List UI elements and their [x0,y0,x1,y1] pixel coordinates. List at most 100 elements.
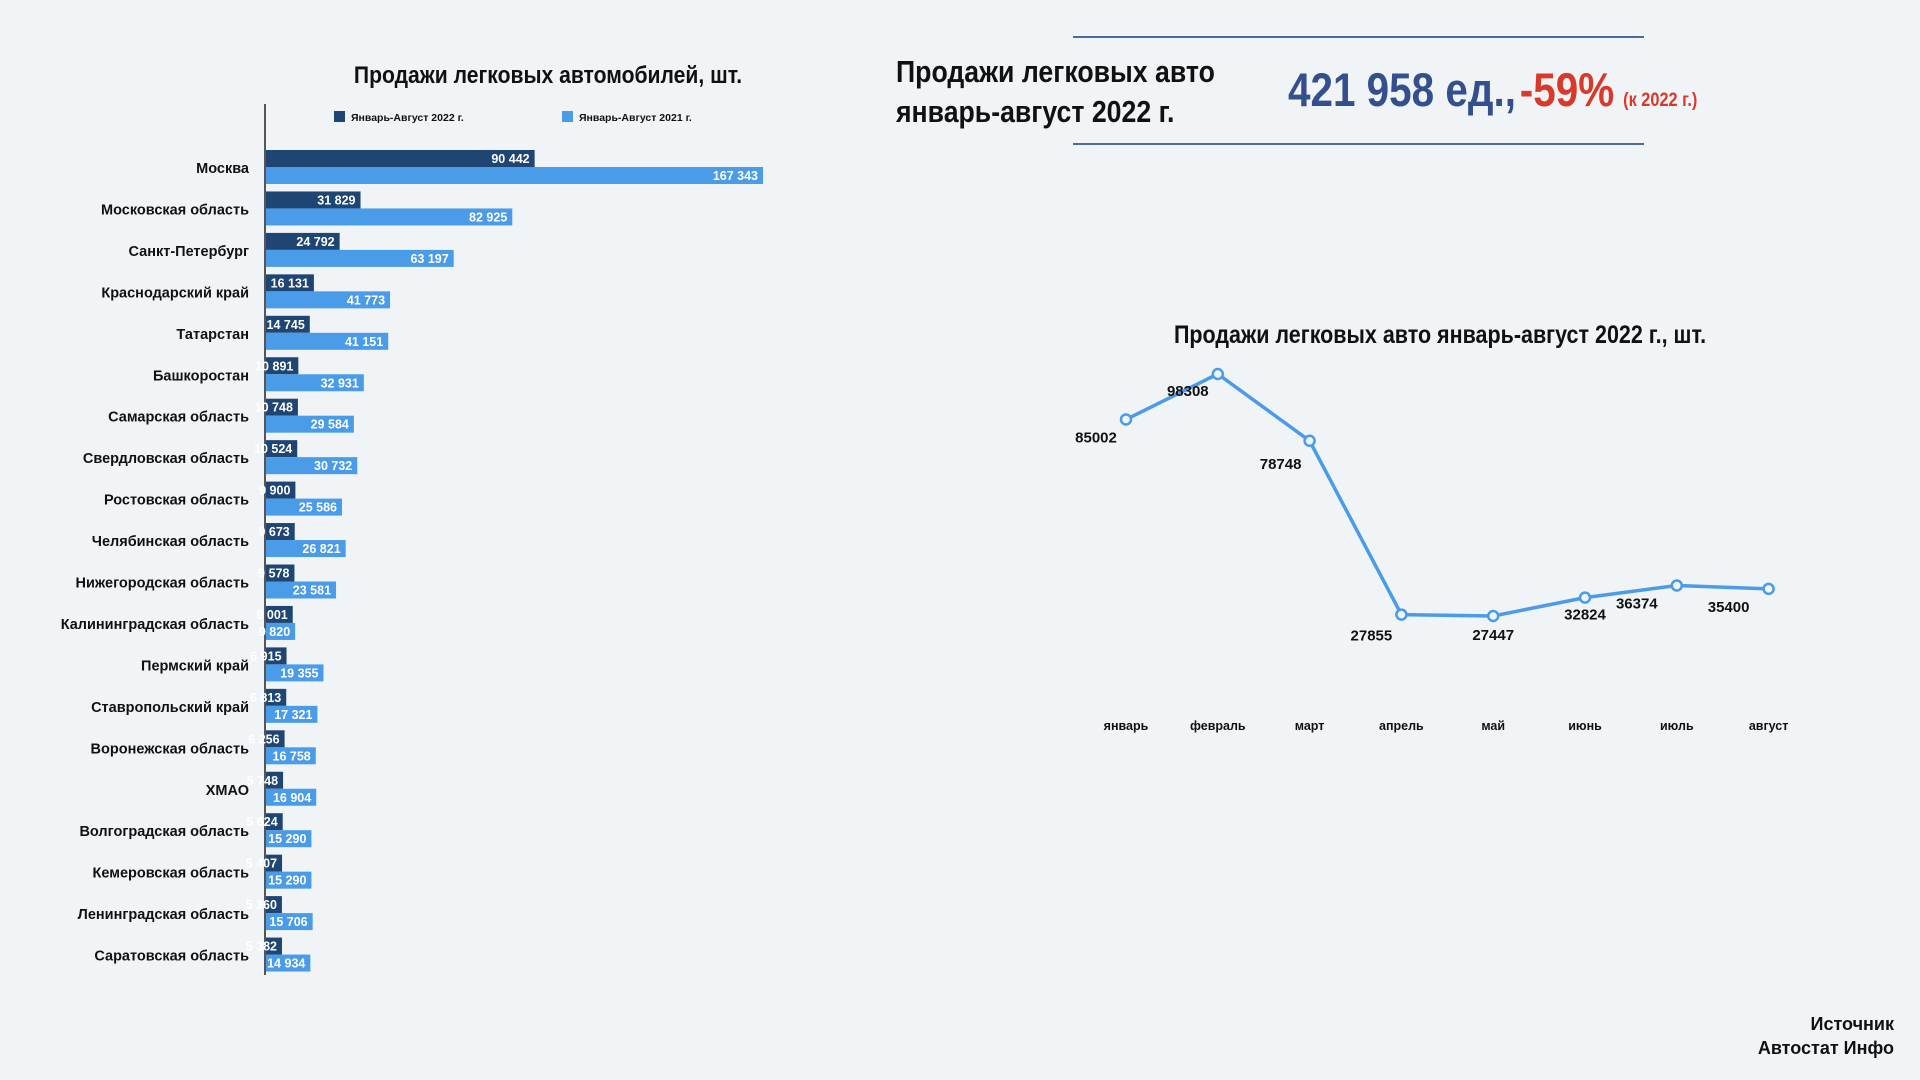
line-month-label: февраль [1190,719,1246,733]
bar-2022-value-label: 5 748 [247,774,278,788]
line-point [1303,434,1316,448]
bar-2022 [266,937,282,955]
line-point [1486,609,1500,623]
bar-2022 [266,647,287,665]
kpi-divider-bottom [1073,143,1644,145]
bar-2021 [266,622,296,640]
bar-2021-value-label: 16 758 [273,749,311,763]
bar-2021-value-label: 32 931 [321,376,359,390]
line-month-label: март [1295,719,1325,733]
line-point-label: 85002 [1075,429,1117,446]
bar-category-label: Саратовская область [94,949,249,965]
bar-2021-value-label: 63 197 [410,252,448,266]
bar-2021 [266,830,312,848]
source-note: Источник Автостат Инфо [1758,1012,1894,1060]
line-month-label: май [1481,719,1505,733]
bar-2022-value-label: 10 748 [255,401,293,415]
bar-2021 [266,498,342,516]
bar-category-label: Калининградская область [61,617,249,633]
bar-2022 [266,771,284,789]
line-month-label: апрель [1379,719,1424,733]
bar-2021 [266,291,391,309]
bar-category-label: Татарстан [176,327,249,343]
line-month-label: июль [1660,719,1694,733]
bar-2021-value-label: 15 290 [268,832,306,846]
line-month-label: июнь [1568,719,1602,733]
bar-chart-title: Продажи легковых автомобилей, шт. [353,62,743,89]
bar-2022 [266,896,282,914]
bar-2022-value-label: 9 001 [256,608,287,622]
line-point [1670,579,1684,592]
bar-2022 [266,523,295,541]
bar-2022-value-label: 9 578 [258,567,289,581]
bar-category-label: Пермский край [141,658,249,674]
legend-swatch-1 [562,111,573,122]
bar-2022 [266,440,298,458]
bar-2021-value-label: 17 321 [274,708,312,722]
bar-2021 [266,581,337,599]
bar-2022 [266,688,287,706]
bar-2021-value-label: 25 586 [299,501,337,515]
line-point [1762,582,1775,596]
bar-2021-value-label: 19 355 [280,666,318,680]
bar-2022-value-label: 14 745 [267,318,305,332]
bar-2021-value-label: 16 904 [273,791,311,805]
bar-2022-value-label: 5 382 [246,940,277,954]
kpi-total-sales: 421 958 ед., [1288,63,1516,116]
bar-2021-value-label: 29 584 [311,418,349,432]
line-point-label: 32824 [1564,607,1606,624]
bar-2022-value-label: 5 360 [246,898,277,912]
bar-2021 [266,705,318,723]
line-point-label: 36374 [1616,596,1658,613]
bar-2022-value-label: 16 131 [271,276,309,290]
kpi-change-percent: -59% [1519,63,1615,116]
bar-2022-value-label: 6 915 [250,649,281,663]
bar-2021-value-label: 167 343 [713,169,758,183]
bar-2021 [266,954,311,972]
kpi-title-line2: январь-август 2022 г. [896,94,1175,129]
kpi-divider-top [1073,36,1644,38]
bar-2021 [266,457,358,475]
bar-2022 [266,150,535,167]
bar-2021 [266,332,389,350]
bar-2022-value-label: 5 407 [246,857,277,871]
line-point [1211,367,1225,381]
bar-category-label: Москва [196,161,250,177]
bar-category-label: Ленинградская область [78,907,249,923]
bar-2022 [266,357,299,375]
bar-2021 [266,208,513,226]
bar-2022 [266,398,298,416]
bar-2022 [266,232,340,250]
kpi-title-line1: Продажи легковых авто [896,54,1215,89]
bar-2021-value-label: 30 732 [314,459,352,473]
bar-2022 [266,564,295,582]
line-point-label: 78748 [1260,456,1302,473]
bar-2022-value-label: 31 829 [317,193,355,207]
line-point-label: 27855 [1351,628,1393,645]
bar-2022 [266,191,361,209]
bar-category-label: Башкоростан [153,368,249,384]
bar-2022 [266,481,296,499]
bar-2022 [266,730,285,748]
line-month-label: август [1749,719,1789,733]
kpi-value: 421 958 ед., -59% (к 2022 г.) [1288,62,1697,117]
bar-2021-value-label: 82 925 [469,210,507,224]
line-point-label: 35400 [1708,599,1750,616]
bar-category-label: Московская область [101,202,249,218]
legend-label-1: Январь-Август 2021 г. [579,112,692,124]
line-point-label: 27447 [1472,627,1514,644]
bar-2022-value-label: 9 900 [259,484,290,498]
bar-category-label: Краснодарский край [101,285,249,301]
bar-2022-value-label: 90 442 [491,152,529,166]
bar-2021-value-label: 23 581 [293,584,331,598]
bar-2021-value-label: 41 151 [345,335,383,349]
bar-2021-value-label: 26 821 [302,542,340,556]
bar-category-label: ХМАО [206,783,249,799]
bar-category-label: Волгоградская область [79,824,249,840]
bar-2022-value-label: 9 673 [258,525,289,539]
bar-2021 [266,249,454,267]
bar-category-label: Воронежская область [91,741,250,757]
kpi-title: Продажи легковых авто январь-август 2022… [896,52,1215,132]
bar-2021 [266,374,364,392]
